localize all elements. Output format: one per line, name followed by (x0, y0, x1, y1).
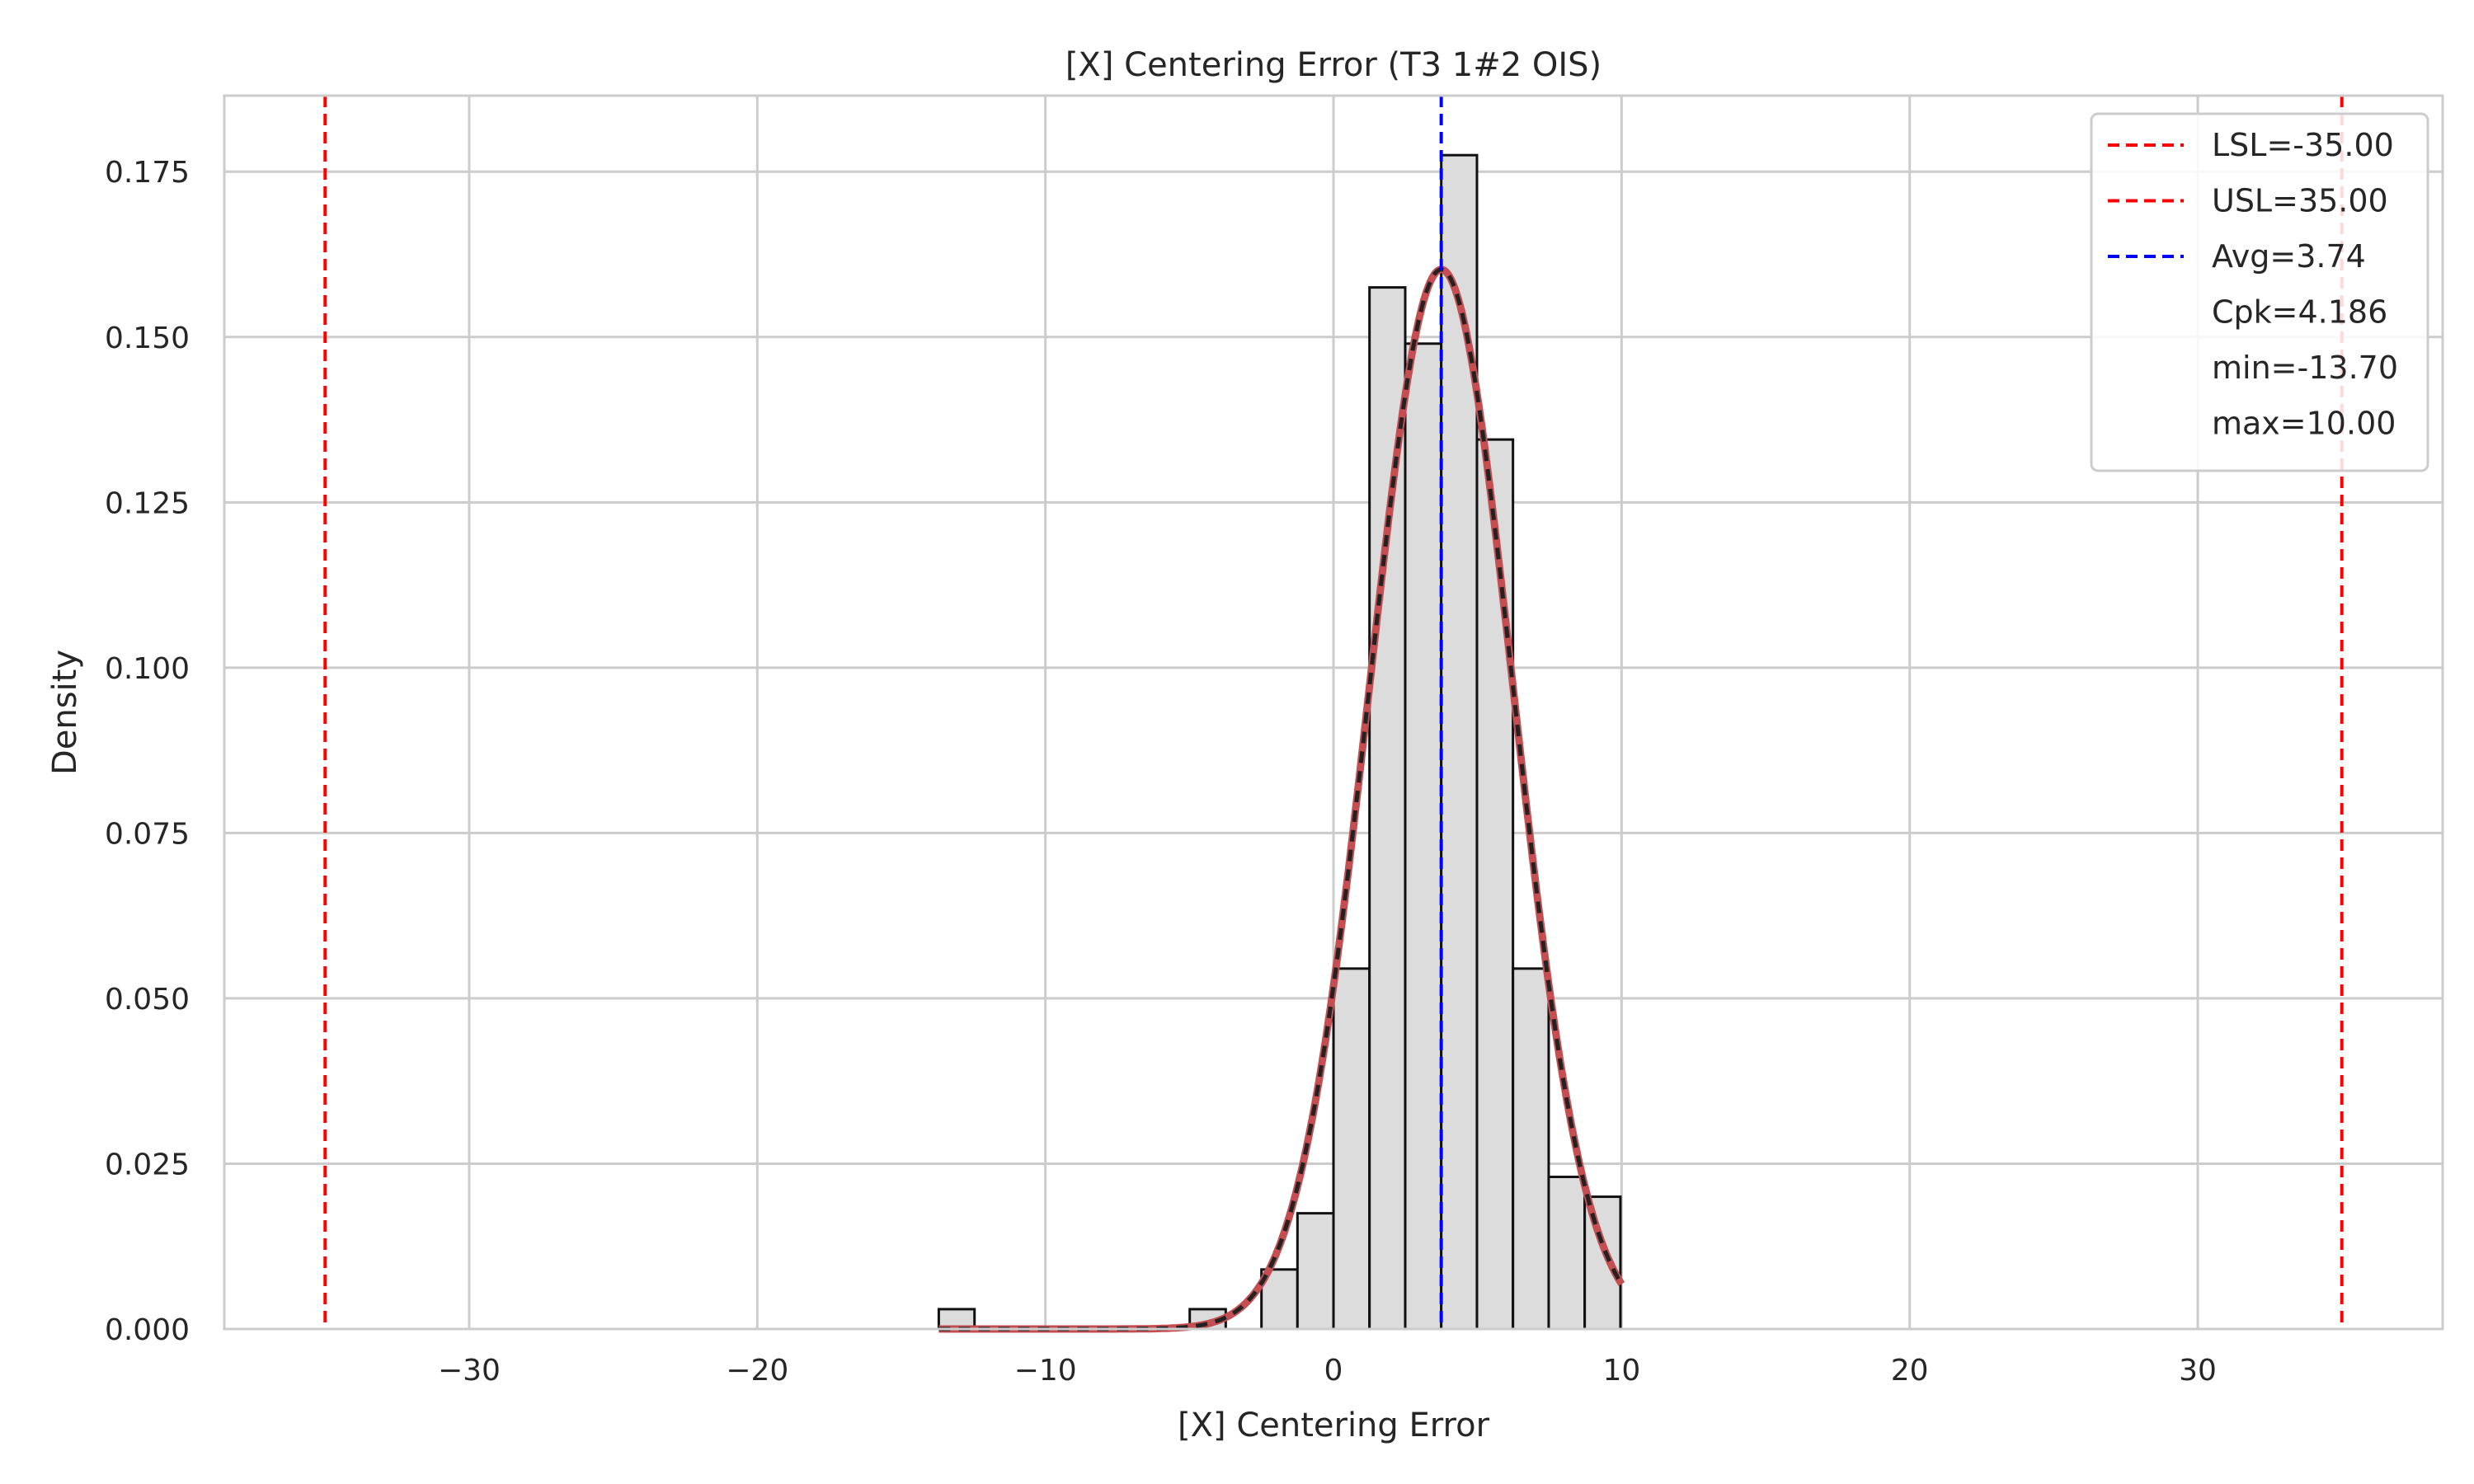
y-tick-label: 0.175 (105, 156, 190, 190)
y-tick-label: 0.100 (105, 652, 190, 686)
y-tick-label: 0.050 (105, 983, 190, 1017)
x-tick-label: −10 (1014, 1354, 1077, 1388)
legend-label: max=10.00 (2212, 406, 2396, 442)
y-tick-label: 0.075 (105, 817, 190, 851)
plot-frame (223, 94, 2444, 1331)
x-tick-label: 30 (2179, 1354, 2217, 1388)
histogram-bar (1512, 967, 1550, 1331)
x-tick-label: 0 (1324, 1354, 1343, 1388)
legend-box (2090, 112, 2429, 472)
x-tick-label: 20 (1891, 1354, 1929, 1388)
y-axis-label: Density (46, 650, 84, 775)
y-tick-label: 0.125 (105, 486, 190, 520)
histogram-bar (1440, 153, 1479, 1331)
histogram-bar (1475, 438, 1515, 1331)
legend-label: Cpk=4.186 (2212, 294, 2387, 331)
legend-label: min=-13.70 (2212, 350, 2398, 386)
legend-label: USL=35.00 (2212, 183, 2388, 219)
legend-label: Avg=3.74 (2212, 238, 2366, 275)
y-tick-label: 0.150 (105, 322, 190, 355)
histogram-bar (1332, 967, 1371, 1331)
y-tick-label: 0.000 (105, 1313, 190, 1347)
chart-title: [X] Centering Error (T3 1#2 OIS) (1065, 46, 1602, 84)
legend-label: LSL=-35.00 (2212, 127, 2394, 163)
x-tick-label: −30 (438, 1354, 501, 1388)
x-tick-label: −20 (726, 1354, 788, 1388)
histogram-bar (1404, 342, 1443, 1331)
histogram-bar (1296, 1212, 1335, 1331)
histogram-bar (1547, 1176, 1587, 1331)
x-axis-label: [X] Centering Error (1178, 1407, 1490, 1444)
y-tick-label: 0.025 (105, 1148, 190, 1181)
x-axis-ticks: −30 −20 −10 0 10 20 30 (438, 1354, 2217, 1388)
y-axis-ticks: 0.000 0.025 0.050 0.075 0.100 0.125 0.150 0.175 (105, 156, 190, 1347)
legend: LSL=-35.00 USL=35.00 Avg=3.74 Cpk=4.186 min=… (2090, 112, 2429, 472)
kde-dashed-line (938, 267, 1624, 1331)
x-tick-label: 10 (1602, 1354, 1640, 1388)
